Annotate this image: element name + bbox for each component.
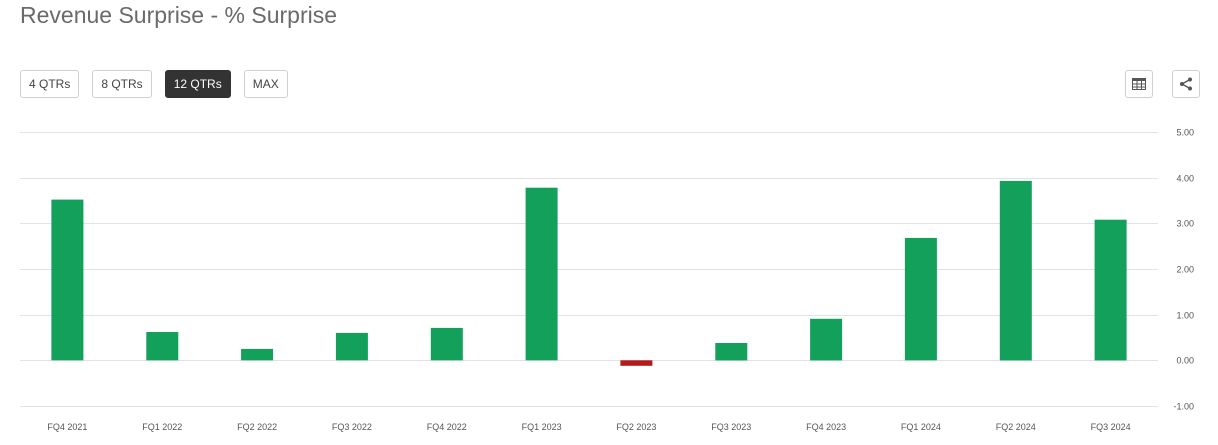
y-tick-label: -1.00 bbox=[1173, 402, 1194, 412]
y-tick-label: 0.00 bbox=[1176, 356, 1194, 366]
bar-fq2-2022[interactable] bbox=[241, 348, 274, 361]
share-icon bbox=[1180, 77, 1192, 91]
x-axis-tick-labels: FQ4 2021 FQ1 2022 FQ2 2022 FQ3 2022 FQ4 2022… bbox=[47, 422, 1130, 432]
x-tick-label: FQ1 2023 bbox=[522, 422, 562, 432]
x-tick-label: FQ4 2022 bbox=[427, 422, 467, 432]
bar-fq3-2023[interactable] bbox=[715, 343, 748, 361]
y-tick-label: 2.00 bbox=[1176, 265, 1194, 275]
grid-lines bbox=[20, 132, 1158, 407]
bar-fq1-2024[interactable] bbox=[904, 237, 937, 361]
x-tick-label: FQ2 2023 bbox=[616, 422, 656, 432]
y-tick-label: 5.00 bbox=[1176, 128, 1194, 138]
table-view-button[interactable] bbox=[1125, 70, 1153, 98]
range-button-12-qtrs[interactable]: 12 QTRs bbox=[164, 70, 231, 98]
range-selector: 4 QTRs 8 QTRs 12 QTRs MAX bbox=[20, 70, 288, 98]
share-button[interactable] bbox=[1172, 70, 1200, 98]
x-tick-label: FQ3 2024 bbox=[1091, 422, 1131, 432]
bar-fq1-2023[interactable] bbox=[525, 187, 558, 361]
x-tick-label: FQ1 2022 bbox=[142, 422, 182, 432]
bar-fq3-2024[interactable] bbox=[1094, 219, 1127, 361]
x-tick-label: FQ3 2023 bbox=[711, 422, 751, 432]
x-tick-label: FQ4 2021 bbox=[47, 422, 87, 432]
bar-fq4-2022[interactable] bbox=[430, 327, 463, 361]
bar-fq2-2023[interactable] bbox=[620, 360, 653, 366]
y-tick-label: 4.00 bbox=[1176, 174, 1194, 184]
range-button-8-qtrs[interactable]: 8 QTRs bbox=[92, 70, 152, 98]
x-tick-label: FQ4 2023 bbox=[806, 422, 846, 432]
bars bbox=[51, 180, 1127, 366]
bar-fq4-2021[interactable] bbox=[51, 199, 84, 361]
x-tick-label: FQ1 2024 bbox=[901, 422, 941, 432]
range-button-4-qtrs[interactable]: 4 QTRs bbox=[20, 70, 80, 98]
y-tick-label: 1.00 bbox=[1176, 311, 1194, 321]
bar-fq1-2022[interactable] bbox=[146, 332, 179, 361]
x-tick-label: FQ3 2022 bbox=[332, 422, 372, 432]
y-tick-label: 3.00 bbox=[1176, 219, 1194, 229]
table-icon bbox=[1132, 78, 1146, 90]
range-button-max[interactable]: MAX bbox=[243, 70, 288, 98]
bar-fq2-2024[interactable] bbox=[999, 180, 1032, 361]
x-tick-label: FQ2 2024 bbox=[996, 422, 1036, 432]
bar-fq4-2023[interactable] bbox=[810, 318, 843, 361]
bar-fq3-2022[interactable] bbox=[335, 332, 368, 361]
y-axis-tick-labels: 5.00 4.00 3.00 2.00 1.00 0.00 -1.00 bbox=[1173, 128, 1194, 412]
page-title: Revenue Surprise - % Surprise bbox=[20, 2, 338, 28]
x-tick-label: FQ2 2022 bbox=[237, 422, 277, 432]
